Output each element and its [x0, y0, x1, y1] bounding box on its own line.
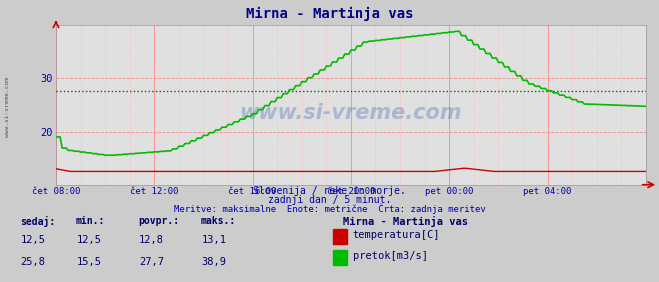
Text: 12,5: 12,5: [76, 235, 101, 245]
Text: temperatura[C]: temperatura[C]: [353, 230, 440, 240]
Text: Meritve: maksimalne  Enote: metrične  Črta: zadnja meritev: Meritve: maksimalne Enote: metrične Črta…: [173, 203, 486, 213]
Text: www.si-vreme.com: www.si-vreme.com: [240, 103, 462, 123]
Text: Slovenija / reke in morje.: Slovenija / reke in morje.: [253, 186, 406, 196]
Text: povpr.:: povpr.:: [138, 216, 179, 226]
Text: maks.:: maks.:: [201, 216, 236, 226]
Text: 15,5: 15,5: [76, 257, 101, 266]
Text: 25,8: 25,8: [20, 257, 45, 266]
Text: 27,7: 27,7: [139, 257, 164, 266]
Text: Mirna - Martinja vas: Mirna - Martinja vas: [246, 7, 413, 21]
Text: Mirna - Martinja vas: Mirna - Martinja vas: [343, 216, 468, 227]
Text: 12,8: 12,8: [139, 235, 164, 245]
Text: pretok[m3/s]: pretok[m3/s]: [353, 251, 428, 261]
Text: 13,1: 13,1: [202, 235, 227, 245]
Text: 38,9: 38,9: [202, 257, 227, 266]
Text: zadnji dan / 5 minut.: zadnji dan / 5 minut.: [268, 195, 391, 204]
Text: www.si-vreme.com: www.si-vreme.com: [5, 77, 11, 137]
Text: sedaj:: sedaj:: [20, 216, 55, 227]
Text: 12,5: 12,5: [20, 235, 45, 245]
Text: min.:: min.:: [76, 216, 105, 226]
